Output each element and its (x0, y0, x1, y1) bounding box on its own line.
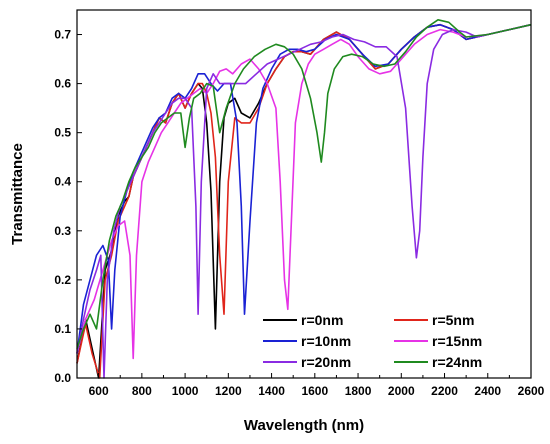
y-tick-label: 0.2 (54, 273, 71, 287)
x-tick-label: 2400 (474, 384, 501, 398)
legend-label-0: r=0nm (301, 312, 343, 328)
x-tick-label: 1400 (258, 384, 285, 398)
legend-label-4: r=20nm (301, 354, 351, 370)
x-tick-label: 2000 (388, 384, 415, 398)
series-line-5 (76, 19, 532, 349)
x-tick-label: 2600 (518, 384, 545, 398)
x-tick-label: 600 (89, 384, 109, 398)
series-line-2 (76, 23, 532, 354)
series-line-3 (76, 23, 532, 360)
y-tick-label: 0.5 (54, 126, 71, 140)
y-axis-label: Transmittance (9, 143, 26, 245)
series-layer (76, 19, 532, 379)
x-tick-label: 1000 (172, 384, 199, 398)
x-tick-label: 1600 (301, 384, 328, 398)
y-tick-label: 0.1 (54, 322, 71, 336)
x-tick-label: 2200 (431, 384, 458, 398)
plot-frame (76, 9, 532, 379)
x-tick-label: 1800 (345, 384, 372, 398)
y-tick-label: 0.3 (54, 224, 71, 238)
legend-label-2: r=10nm (301, 333, 351, 349)
y-tick-label: 0.4 (54, 175, 71, 189)
series-line-4 (76, 23, 532, 379)
axes-layer (76, 9, 532, 379)
x-tick-label: 800 (132, 384, 152, 398)
legend: r=0nm r=5nm r=10nm r=15nm r=20nm r=24nm (263, 312, 482, 370)
legend-label-5: r=24nm (432, 354, 482, 370)
legend-label-1: r=5nm (432, 312, 474, 328)
y-tick-label: 0.6 (54, 77, 71, 91)
ticks-layer: 600 800 1000 1200 1400 1600 1800 2000 2200 2400 26… (54, 28, 544, 398)
legend-label-3: r=15nm (432, 333, 482, 349)
x-axis-label: Wavelength (nm) (244, 417, 364, 434)
y-tick-label: 0.7 (54, 28, 71, 42)
x-tick-label: 1200 (215, 384, 242, 398)
y-tick-label: 0.0 (54, 371, 71, 385)
